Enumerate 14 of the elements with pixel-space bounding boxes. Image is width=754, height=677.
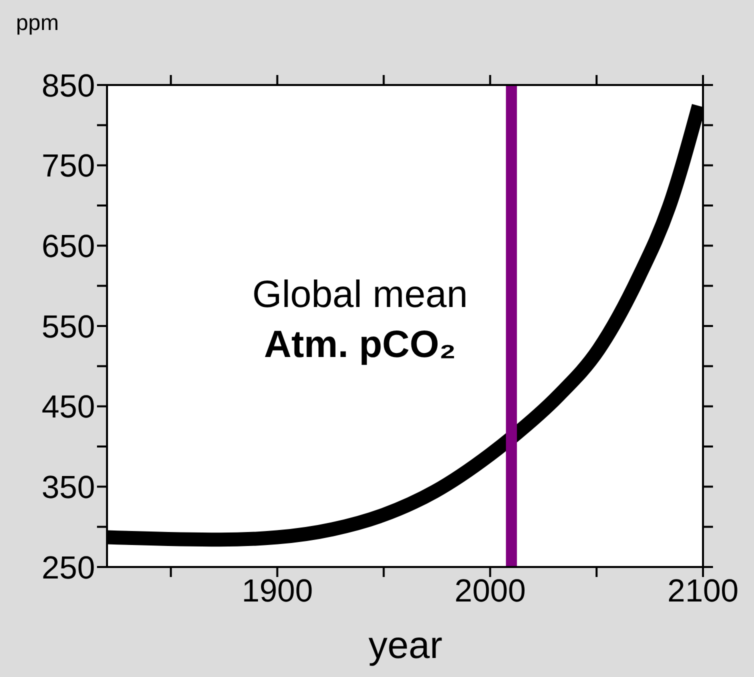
x-tick-label: 2000	[454, 572, 526, 609]
y-tick-label: 750	[42, 148, 95, 184]
y-tick-label: 550	[42, 308, 95, 344]
x-tick-label: 1900	[242, 572, 313, 609]
x-axis-title: year	[368, 625, 444, 668]
annotation: Global mean	[251, 273, 469, 318]
y-tick-label: 350	[42, 469, 95, 506]
y-tick-label: 650	[42, 228, 95, 264]
y-tick-label: 850	[42, 67, 95, 104]
x-tick-label: 2100	[667, 572, 739, 609]
y-tick-label: 250	[42, 549, 95, 586]
annotation: Atm. pCO₂	[262, 323, 458, 368]
y-axis-title: ppm	[16, 10, 59, 36]
y-tick-label: 450	[42, 388, 95, 425]
